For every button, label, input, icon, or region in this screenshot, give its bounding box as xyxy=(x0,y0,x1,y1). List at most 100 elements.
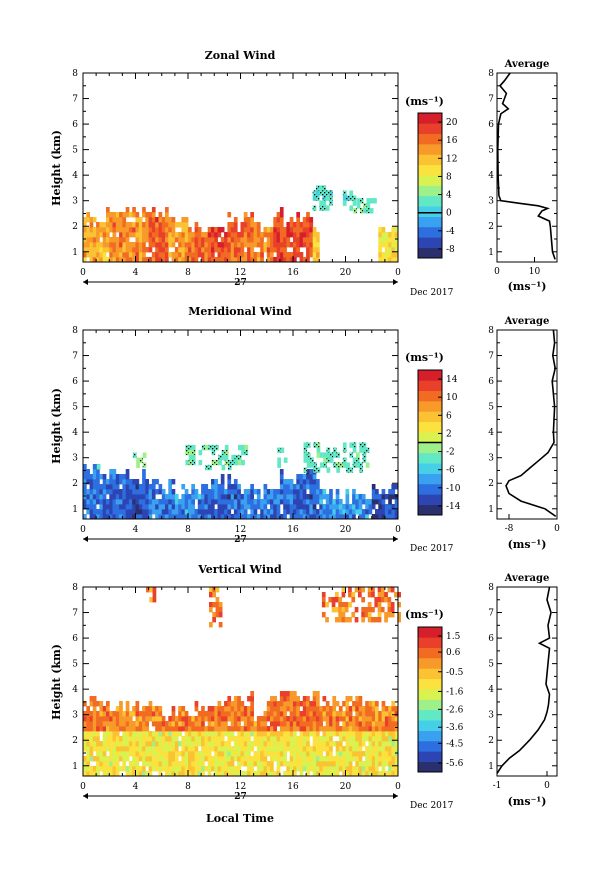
avg-y-tick-label: 1 xyxy=(488,505,494,515)
data-cell xyxy=(142,509,146,515)
data-cell xyxy=(135,766,140,772)
x-tick-label: 16 xyxy=(287,525,299,535)
data-cell xyxy=(375,771,379,777)
colorbar-tick-label: -6 xyxy=(446,466,455,476)
data-cell xyxy=(394,227,399,233)
data-cell xyxy=(342,509,346,515)
data-cell xyxy=(174,746,179,752)
data-cell xyxy=(184,217,189,223)
data-cell xyxy=(394,761,399,767)
data-cell xyxy=(250,227,254,233)
data-cell xyxy=(168,479,172,485)
data-cell xyxy=(201,731,205,737)
data-cell xyxy=(289,227,294,233)
data-cell xyxy=(138,242,143,248)
data-cell xyxy=(220,716,225,722)
data-cell xyxy=(102,711,107,717)
data-cell xyxy=(115,746,120,752)
data-cell xyxy=(256,731,261,737)
average-frame xyxy=(496,329,558,520)
data-cell xyxy=(325,751,330,757)
data-cell xyxy=(270,711,274,717)
data-cell xyxy=(207,514,212,520)
data-cell xyxy=(83,736,87,742)
data-cell xyxy=(83,499,87,505)
data-cell xyxy=(217,706,222,712)
data-cell xyxy=(132,494,136,500)
data-cell xyxy=(391,751,396,757)
data-cell xyxy=(270,731,274,737)
data-cell xyxy=(293,257,297,263)
data-cell xyxy=(365,721,369,727)
data-cell xyxy=(387,612,392,618)
data-cell xyxy=(122,217,127,223)
data-cell xyxy=(309,726,314,732)
region-cells xyxy=(319,489,373,520)
data-cell xyxy=(319,756,323,762)
contour-mark xyxy=(185,444,189,450)
data-cell xyxy=(341,612,346,618)
data-cell xyxy=(99,509,104,515)
data-cell xyxy=(197,756,202,762)
data-cell xyxy=(312,242,317,248)
data-cell xyxy=(358,731,363,737)
data-cell xyxy=(191,504,195,510)
data-cell xyxy=(335,607,339,613)
data-cell xyxy=(286,484,291,490)
data-cell xyxy=(194,237,199,243)
data-cell xyxy=(115,479,120,485)
data-cell xyxy=(161,242,166,248)
data-cell xyxy=(122,731,127,737)
data-cell xyxy=(276,217,281,223)
data-cell xyxy=(161,509,166,515)
data-cell xyxy=(309,701,314,707)
data-cell xyxy=(361,731,366,737)
data-cell xyxy=(148,217,153,223)
data-cell xyxy=(112,761,117,767)
data-cell xyxy=(106,499,110,505)
data-cell xyxy=(332,701,337,707)
contour-mark xyxy=(322,205,326,211)
colorbar-tick-label: 16 xyxy=(446,136,458,146)
data-cell xyxy=(83,514,87,520)
data-cell xyxy=(96,514,100,520)
data-cell xyxy=(365,706,369,712)
colorbar-tick-label: 14 xyxy=(446,375,458,385)
avg-y-tick-label: 8 xyxy=(488,583,494,593)
data-cell xyxy=(220,741,225,747)
data-cell xyxy=(381,741,386,747)
data-cell xyxy=(178,242,182,248)
data-cell xyxy=(365,766,369,772)
data-cell xyxy=(243,222,248,228)
data-cell xyxy=(184,736,189,742)
data-cell xyxy=(381,716,386,722)
data-cell xyxy=(371,484,376,490)
data-cell xyxy=(342,716,346,722)
data-cell xyxy=(368,741,373,747)
data-cell xyxy=(215,597,220,603)
data-cell xyxy=(332,726,337,732)
data-cell xyxy=(266,771,271,777)
data-cell xyxy=(302,711,307,717)
data-cell xyxy=(96,701,100,707)
data-cell xyxy=(368,751,373,757)
data-cell xyxy=(335,771,340,777)
data-cell xyxy=(174,756,179,762)
data-cell xyxy=(181,716,186,722)
data-cell xyxy=(296,212,300,218)
data-cell xyxy=(151,479,156,485)
region-cells xyxy=(227,212,254,263)
data-cell xyxy=(293,222,297,228)
contour-mark xyxy=(277,447,281,453)
data-cell xyxy=(184,726,189,732)
data-cell xyxy=(168,771,172,777)
data-cell xyxy=(299,484,304,490)
data-cell xyxy=(220,227,225,233)
data-cell xyxy=(355,504,359,510)
y-tick-label: 7 xyxy=(72,352,78,362)
data-cell xyxy=(227,504,232,510)
data-cell xyxy=(296,706,300,712)
data-cell xyxy=(306,494,310,500)
data-cell xyxy=(250,484,254,490)
data-cell xyxy=(181,494,186,500)
